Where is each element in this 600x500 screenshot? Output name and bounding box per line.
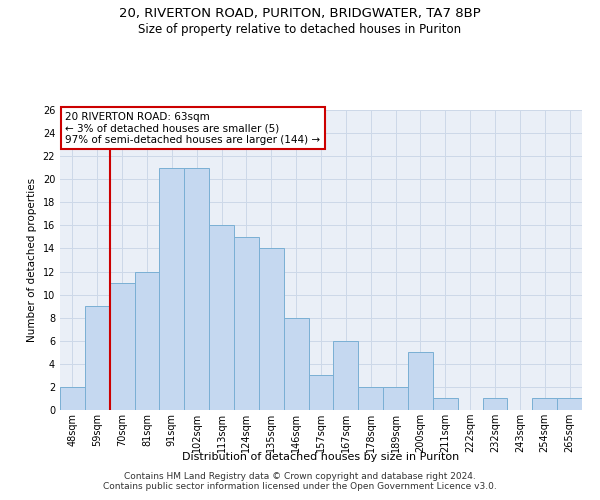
Text: Contains HM Land Registry data © Crown copyright and database right 2024.: Contains HM Land Registry data © Crown c…	[124, 472, 476, 481]
Bar	[383, 387, 408, 410]
Y-axis label: Number of detached properties: Number of detached properties	[27, 178, 37, 342]
Bar	[334, 341, 358, 410]
Bar	[160, 168, 184, 410]
Bar	[60, 387, 85, 410]
Bar	[134, 272, 160, 410]
Bar	[184, 168, 209, 410]
Text: Distribution of detached houses by size in Puriton: Distribution of detached houses by size …	[182, 452, 460, 462]
Bar	[308, 376, 334, 410]
Bar	[358, 387, 383, 410]
Bar	[234, 237, 259, 410]
Bar	[110, 283, 134, 410]
Bar	[209, 226, 234, 410]
Bar	[85, 306, 110, 410]
Text: 20, RIVERTON ROAD, PURITON, BRIDGWATER, TA7 8BP: 20, RIVERTON ROAD, PURITON, BRIDGWATER, …	[119, 8, 481, 20]
Bar	[259, 248, 284, 410]
Bar	[532, 398, 557, 410]
Bar	[284, 318, 308, 410]
Text: Contains public sector information licensed under the Open Government Licence v3: Contains public sector information licen…	[103, 482, 497, 491]
Bar	[482, 398, 508, 410]
Text: 20 RIVERTON ROAD: 63sqm
← 3% of detached houses are smaller (5)
97% of semi-deta: 20 RIVERTON ROAD: 63sqm ← 3% of detached…	[65, 112, 320, 144]
Bar	[557, 398, 582, 410]
Bar	[408, 352, 433, 410]
Text: Size of property relative to detached houses in Puriton: Size of property relative to detached ho…	[139, 22, 461, 36]
Bar	[433, 398, 458, 410]
